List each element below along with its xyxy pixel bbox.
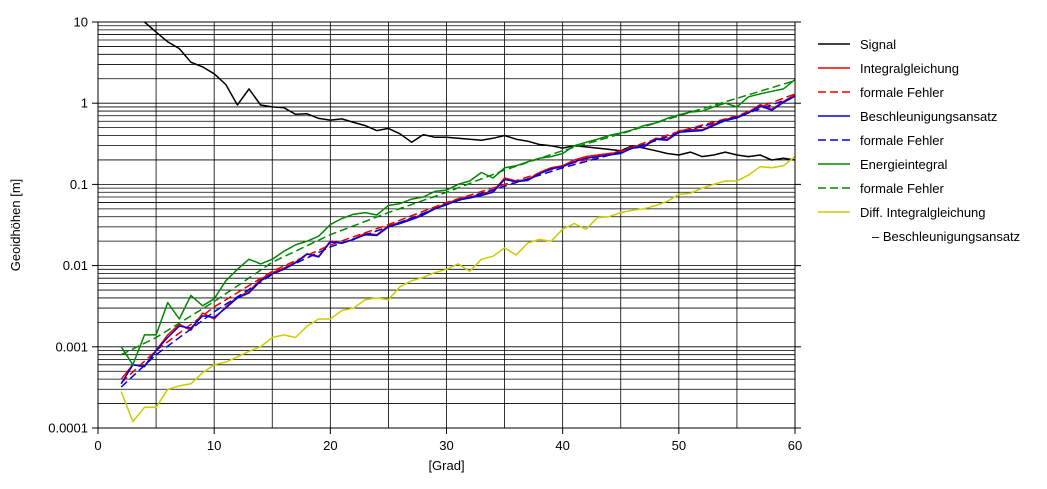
x-axis-label: [Grad] (428, 458, 464, 473)
legend-label-1: Integralgleichung (860, 61, 959, 76)
series-line-4 (120, 96, 796, 388)
y-tick-label: 10 (74, 15, 88, 30)
series-line-1 (120, 94, 796, 380)
legend-label-2: formale Fehler (860, 85, 944, 100)
grid (98, 22, 795, 428)
series-line-2 (120, 93, 796, 384)
y-tick-label: 0.01 (63, 258, 88, 273)
x-tick-label: 50 (672, 438, 686, 453)
series-line-0 (144, 21, 796, 161)
series-layer (120, 21, 796, 423)
y-tick-label: 0.1 (70, 177, 88, 192)
legend-label-0: Signal (860, 37, 896, 52)
axis-ticks: 0 10 20 30 40 50 60 0.0001 0.001 0.01 0.1 1 10 (48, 15, 802, 454)
legend: Signal Integralgleichung formale Fehler Bes… (818, 37, 1020, 244)
y-tick-label: 0.0001 (48, 421, 88, 436)
x-tick-label: 60 (788, 438, 802, 453)
legend-label-7: Diff. Integralgleichung (860, 205, 986, 220)
y-axis-label: Geoidhöhen [m] (8, 179, 23, 272)
series-line-7 (120, 156, 796, 423)
legend-label-4: formale Fehler (860, 133, 944, 148)
series-line-6 (120, 79, 796, 356)
legend-label-7-line2: – Beschleunigungsansatz (872, 229, 1020, 244)
x-tick-label: 0 (94, 438, 101, 453)
series-line-3 (120, 95, 796, 385)
legend-label-6: formale Fehler (860, 181, 944, 196)
x-tick-label: 20 (323, 438, 337, 453)
y-tick-label: 1 (81, 96, 88, 111)
x-tick-label: 40 (555, 438, 569, 453)
legend-label-3: Beschleunigungsansatz (860, 109, 997, 124)
legend-label-5: Energieintegral (860, 157, 948, 172)
x-tick-label: 30 (439, 438, 453, 453)
x-tick-label: 10 (207, 438, 221, 453)
y-tick-label: 0.001 (55, 339, 88, 354)
